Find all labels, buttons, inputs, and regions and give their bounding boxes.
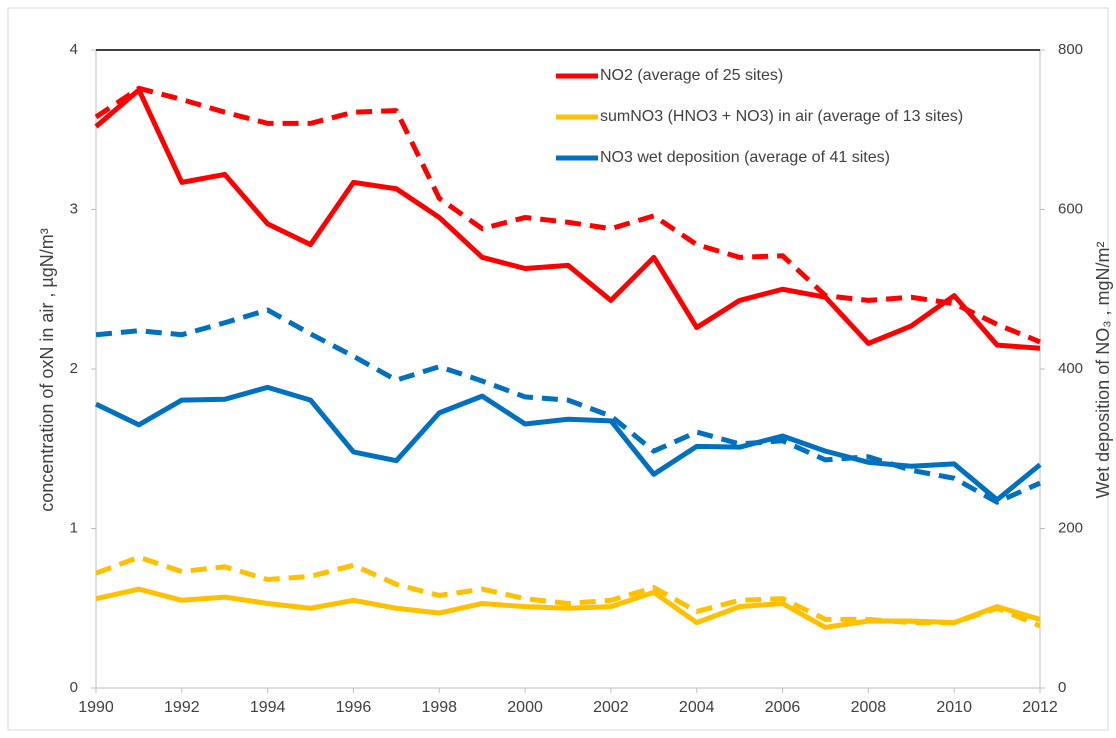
x-tick-label: 2008: [851, 699, 887, 716]
legend-label: sumNO3 (HNO3 + NO3) in air (average of 1…: [600, 108, 963, 125]
x-tick-label: 1992: [164, 699, 200, 716]
y-tick-label: 3: [70, 200, 78, 217]
legend-label: NO2 (average of 25 sites): [600, 67, 783, 84]
y2-tick-label: 800: [1058, 41, 1083, 58]
y2-tick-label: 200: [1058, 519, 1083, 536]
y-tick-label: 1: [70, 519, 78, 536]
y-tick-label: 4: [70, 41, 78, 58]
legend-label: NO3 wet deposition (average of 41 sites): [600, 149, 890, 166]
x-tick-label: 2010: [936, 699, 972, 716]
y-tick-label: 2: [70, 360, 78, 377]
y2-tick-label: 0: [1058, 679, 1066, 696]
trend-line: [95, 554, 1041, 629]
series-line: [94, 87, 1041, 351]
trend-line: [95, 307, 1042, 505]
x-tick-label: 2002: [593, 699, 629, 716]
chart-frame: [7, 7, 1109, 731]
trend-line: [94, 85, 1041, 345]
y-tick-label: 0: [70, 679, 78, 696]
series-line: [95, 586, 1041, 630]
x-tick-label: 1994: [250, 699, 286, 716]
x-tick-label: 1996: [336, 699, 372, 716]
y-axis-label: concentration of oxN in air , µgN/m³: [37, 228, 57, 511]
y2-axis-label: Wet deposition of NO₃ , mgN/m²: [1093, 241, 1113, 498]
x-tick-label: 2006: [765, 699, 801, 716]
x-tick-label: 2004: [679, 699, 715, 716]
series-line: [94, 384, 1042, 503]
x-tick-label: 2000: [507, 699, 543, 716]
y2-tick-label: 400: [1058, 360, 1083, 377]
x-tick-label: 1990: [78, 699, 114, 716]
x-tick-label: 2012: [1022, 699, 1058, 716]
y2-tick-label: 600: [1058, 200, 1083, 217]
x-tick-label: 1998: [421, 699, 457, 716]
